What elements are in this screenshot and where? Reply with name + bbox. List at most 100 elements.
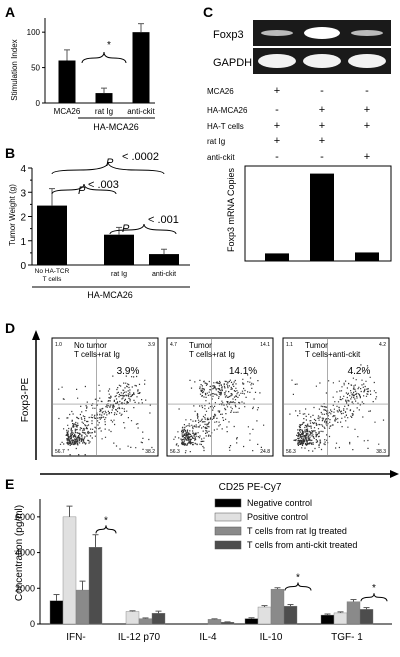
- flow-plot-title-1: Tumor: [189, 341, 212, 350]
- panel-b-ytick-label: 4: [20, 164, 26, 175]
- flow-plot-title-1: No tumor: [74, 341, 107, 350]
- panel-e-bar: [257, 606, 272, 625]
- panel-b-bracket-2-rel: < .003: [88, 179, 119, 191]
- gel-label-gapdh: GAPDH: [213, 57, 252, 69]
- panel-c-ylabel: Foxp3 mRNA Copies: [226, 167, 236, 252]
- panel-e-bar: [270, 588, 285, 625]
- panel-b-bracket-1-rel: < .0002: [122, 151, 159, 163]
- panel-e-xtick-label: IL-10: [260, 632, 283, 643]
- panel-e-bar: [320, 614, 335, 625]
- panel-b-ylabel: Tumor Weight (g): [8, 184, 17, 246]
- flow-plot-dots: [289, 364, 385, 452]
- panel-b-bar: [104, 234, 134, 265]
- panel-e-ytick-label: 0: [30, 619, 35, 629]
- panel-e-bar: [88, 547, 103, 625]
- flow-plot-title-2: T cells+anti-ckit: [305, 350, 361, 359]
- panel-label-b: B: [5, 145, 15, 161]
- panel-c-row-label: anti-ckit: [207, 153, 235, 162]
- panel-a-xtick-label: rat Ig: [95, 107, 113, 116]
- panel-label-c: C: [203, 4, 213, 20]
- panel-a-ytick-label: 50: [31, 64, 40, 73]
- panel-e-brace: [95, 525, 117, 534]
- flow-plot-events: [58, 375, 153, 456]
- flow-plot-percent: 3.9%: [117, 366, 140, 377]
- flow-plot-events: [289, 364, 385, 452]
- panel-b-bar: [37, 205, 67, 265]
- legend-swatch: [214, 498, 242, 508]
- gel-foxp3-band-3: [351, 30, 383, 36]
- legend-label: Positive control: [247, 512, 308, 522]
- panel-e-bar: [333, 612, 348, 625]
- flow-plot-q-lr: 38.3: [376, 449, 386, 455]
- legend-swatch: [214, 526, 242, 536]
- panel-b-xtick-label: rat Ig: [111, 271, 127, 278]
- panel-b-ytick-label: 3: [20, 188, 26, 199]
- flow-plot-q-ur: 4.2: [379, 342, 386, 348]
- panel-d-xaxis-arrowhead: [390, 470, 399, 478]
- panel-e-bar: [220, 622, 235, 625]
- panel-d-yaxis-arrowhead: [32, 330, 40, 340]
- panel-e-bar: [138, 618, 153, 625]
- flow-plot-title-2: T cells+rat Ig: [189, 350, 235, 359]
- panel-e-xtick-label: IL-12 p70: [118, 632, 161, 643]
- panel-label-e: E: [5, 476, 14, 492]
- panel-e-brace: [360, 593, 388, 602]
- flow-plot-q-ll: 56.3: [170, 449, 180, 455]
- panel-c-bar: [355, 252, 379, 261]
- panel-e-ylabel-1: Concentration (pg/ml): [14, 505, 25, 601]
- panel-e-star: *: [372, 583, 376, 594]
- flow-plot-q-ur: 14.1: [260, 342, 270, 348]
- panel-c-sign: +: [364, 120, 370, 132]
- panel-a-bar: [95, 93, 113, 103]
- panel-e-bar: [283, 605, 298, 625]
- legend-swatch: [214, 512, 242, 522]
- panel-e-xtick-label: IFN-: [66, 632, 85, 643]
- flow-plot-dots: [173, 371, 265, 454]
- panel-a-star: *: [107, 40, 111, 51]
- gel-gapdh-band-2: [303, 54, 341, 68]
- panel-e-ytick-label: 6000: [15, 512, 35, 522]
- panel-a-ylabel: Stimulation Index: [10, 39, 19, 100]
- panel-e-brace: [284, 582, 312, 591]
- panel-c-bar: [310, 173, 334, 261]
- panel-a-brace: [81, 51, 127, 64]
- panel-a-ytick-label: 0: [36, 99, 41, 108]
- gel-gapdh-band-1: [258, 54, 296, 68]
- panel-b-ytick-label: 0: [20, 261, 26, 272]
- legend-swatch: [214, 540, 242, 550]
- panel-c-sign: +: [364, 151, 370, 163]
- gel-gapdh-band-3: [348, 54, 386, 68]
- panel-e-bar: [62, 516, 77, 625]
- panel-c-sign: -: [320, 151, 324, 163]
- panel-a-xtick-label: MCA26: [54, 107, 81, 116]
- panel-a-xtick-label: anti-ckit: [127, 107, 155, 116]
- panel-e-bar: [244, 618, 259, 625]
- panel-c-sign: +: [274, 85, 280, 97]
- panel-b-bracket-3-p: P: [122, 223, 130, 235]
- panel-b-bracket-2-p: P: [78, 185, 86, 197]
- flow-plot-q-ur: 3.9: [148, 342, 155, 348]
- flow-plot-events: [173, 371, 265, 454]
- flow-plot-frame: [51, 337, 159, 457]
- panel-e-bar: [49, 600, 64, 625]
- flow-plot-frame: [166, 337, 274, 457]
- panel-e: Concentration (pg/ml) 0 2000 4000 6000 IFN-…: [14, 498, 392, 643]
- gel-label-foxp3: Foxp3: [213, 29, 244, 41]
- panel-b-group-label: HA-MCA26: [87, 290, 133, 300]
- panel-c-sign: -: [320, 85, 324, 97]
- flow-plot-q-ul: 4.7: [170, 342, 177, 348]
- panel-b-bracket-3: [109, 223, 177, 235]
- flow-plot-q-lr: 24.8: [260, 449, 270, 455]
- panel-c-sign: +: [319, 135, 325, 147]
- panel-c-row-label: MCA26: [207, 87, 234, 96]
- panel-e-xtick-label: IL-4: [199, 632, 217, 643]
- flow-plot-percent: 4.2%: [348, 366, 371, 377]
- panel-a-ytick-label: 100: [27, 28, 41, 37]
- panel-b-bracket-1: [51, 161, 165, 175]
- panel-e-star: *: [104, 515, 108, 526]
